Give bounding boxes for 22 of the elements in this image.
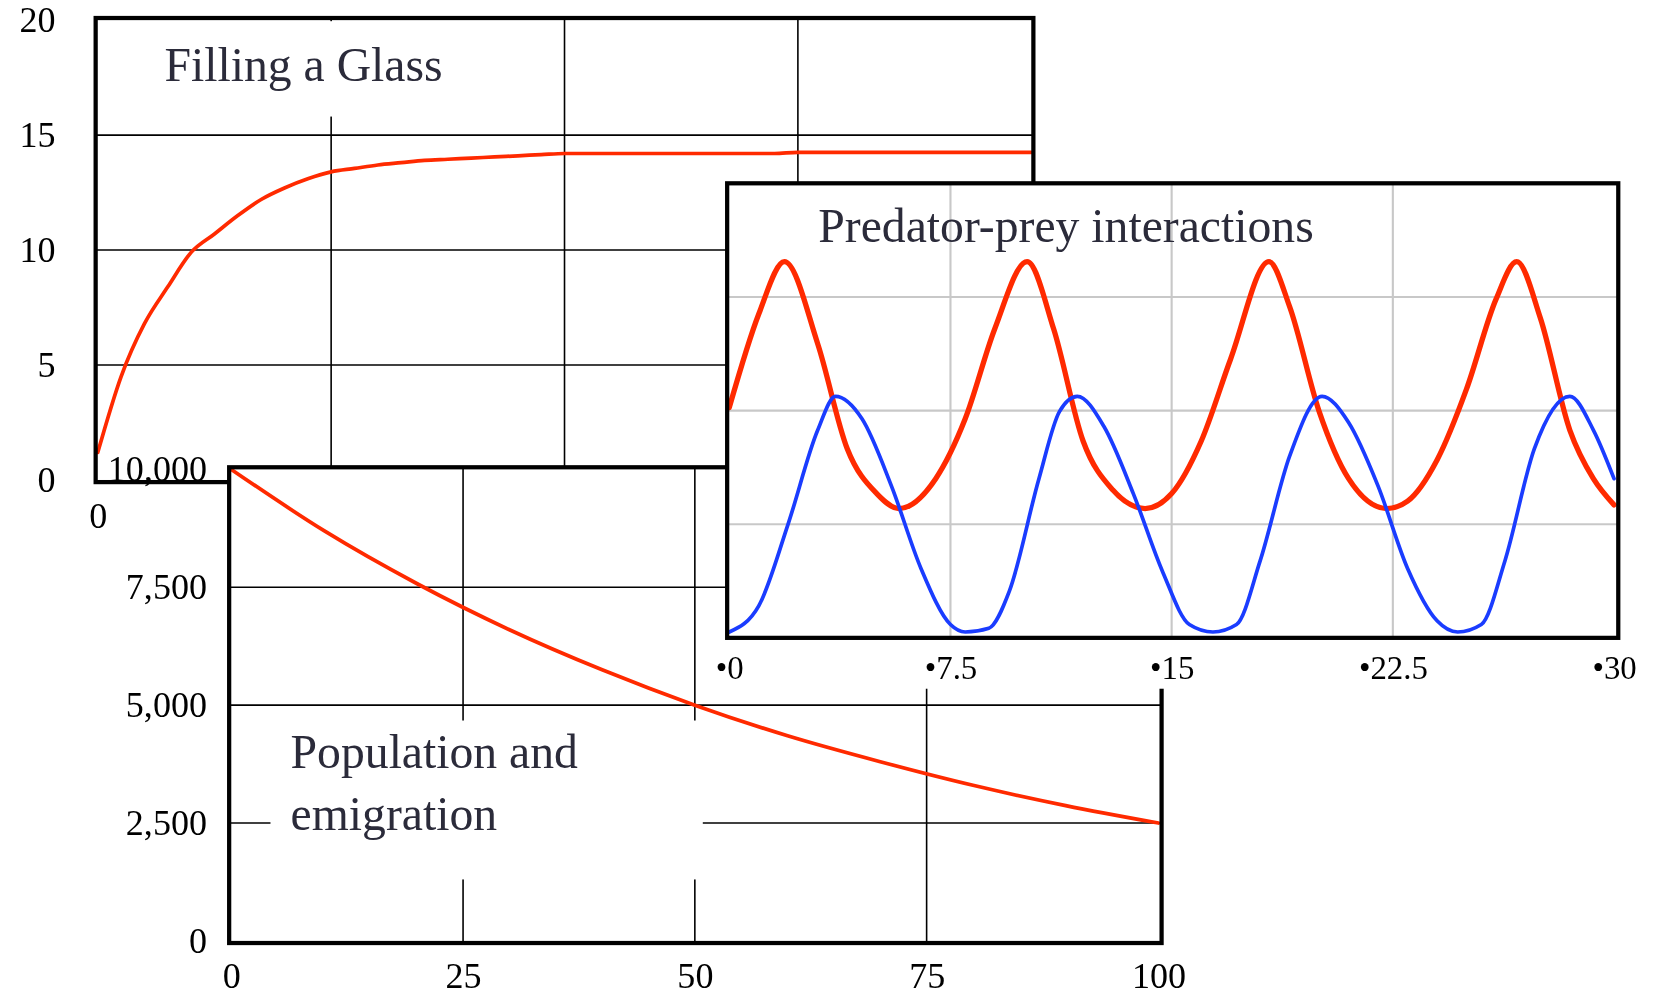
x-tick-label: 100 [1131,956,1186,996]
y-tick-label: 2,500 [125,803,207,844]
y-tick-label: 0 [188,920,207,961]
y-tick-label: 5 [37,345,56,386]
x-tick-label: 75 [909,956,946,996]
x-tick-label: 0 [222,956,241,996]
text: Population and emigration [290,726,579,841]
x-tick-label: •15 [1150,649,1195,686]
x-tick-label: •22.5 [1358,649,1428,686]
y-tick-label: 0 [37,460,56,501]
y-tick-label: 15 [19,115,56,156]
x-tick-label: 50 [677,956,714,996]
y-tick-label: 20 [19,0,56,41]
y-tick-label: 10 [19,230,56,271]
y-tick-label: 7,500 [125,567,207,608]
y-tick-label: 5,000 [125,685,207,726]
chart-title: Predator-prey interactions [818,199,1314,252]
x-tick-label: •0 [715,649,744,686]
x-tick-label: 25 [445,956,482,996]
x-tick-label: •30 [1592,649,1637,686]
x-tick-label: •7.5 [924,649,978,686]
chart-title: Filling a Glass [164,38,443,91]
